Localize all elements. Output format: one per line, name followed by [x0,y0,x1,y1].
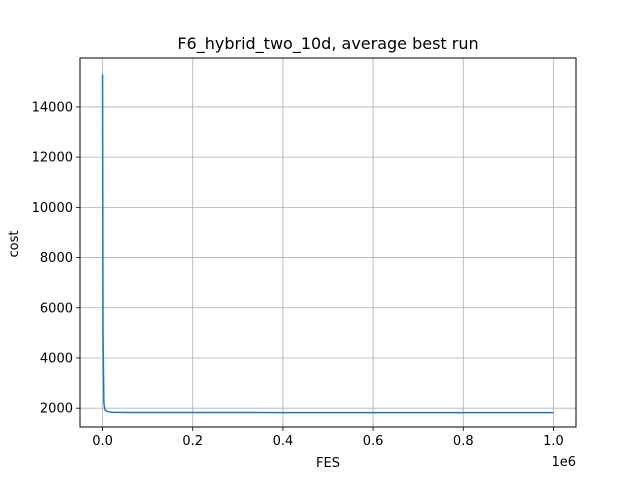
x-axis-offset-label: 1e6 [551,455,576,470]
x-tick-label: 0.0 [92,434,113,449]
x-tick-label: 0.6 [363,434,384,449]
y-tick-label: 4000 [40,351,73,366]
axes-frame [79,57,577,428]
y-tick-label: 2000 [40,402,73,417]
x-tick-label: 1.0 [543,434,564,449]
grid [80,58,576,427]
y-tick-label: 10000 [32,201,73,216]
y-axis-label: cost [7,231,22,258]
chart-title: F6_hybrid_two_10d, average best run [177,34,478,54]
y-tick-label: 8000 [40,251,73,266]
y-tick-label: 14000 [32,100,73,115]
x-tick-label: 0.2 [182,434,203,449]
x-tick-label: 0.4 [273,434,294,449]
y-tick-label: 12000 [32,151,73,166]
ticks: 0.0 0.2 0.4 0.6 0.8 1.0 2000 4000 6000 8000 10000 1… [32,100,564,449]
x-tick-label: 0.8 [453,434,474,449]
plot-area [101,74,554,414]
series-line [101,74,554,414]
x-axis-label: FES [316,456,340,471]
y-tick-label: 6000 [40,301,73,316]
